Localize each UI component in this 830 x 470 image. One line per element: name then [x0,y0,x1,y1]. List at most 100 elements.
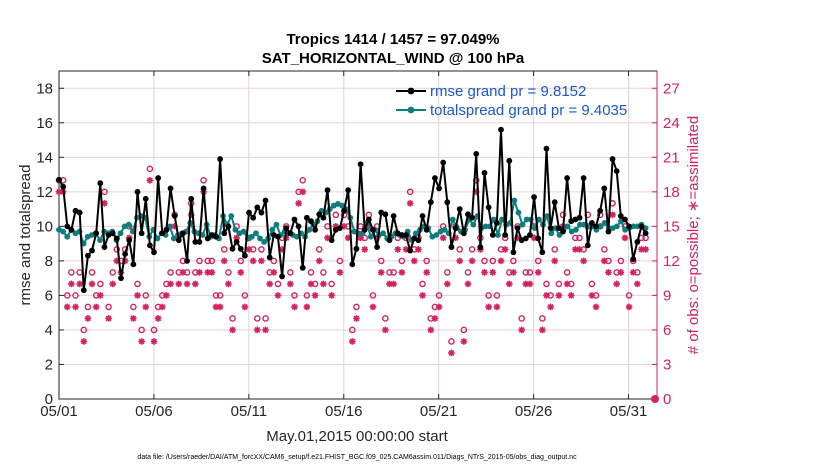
y-right-tick-label: 15 [663,218,680,235]
obs-assimilated-marker [588,292,596,299]
obs-assimilated-stroke [312,292,319,299]
obs-possible-marker [253,315,261,322]
obs-assimilated-stroke [225,280,232,287]
series-rmse-point [283,225,290,231]
series-rmse-point [93,230,100,237]
y-right-tick-label: 27 [663,80,680,97]
series-rmse-point [237,245,244,252]
series-totalspread-point [449,216,456,223]
obs-assimilated-marker [382,326,389,334]
series-rmse-point [613,168,620,175]
obs-assimilated-marker [158,303,166,311]
obs-assimilated-marker [547,303,554,311]
obs-assimilated-stroke [324,234,331,241]
series-totalspread-point [412,230,419,237]
series-totalspread-point [339,202,345,209]
obs-assimilated-marker [295,200,302,207]
obs-possible-marker [543,280,550,288]
series-rmse-point [159,230,166,237]
obs-assimilated-marker [237,269,245,276]
obs-assimilated-stroke [617,269,624,276]
obs-assimilated-stroke [518,327,525,333]
series-totalspread-point [441,226,448,233]
obs-assimilated-stroke [275,292,281,299]
obs-assimilated-marker [353,315,360,322]
obs-assimilated-stroke [349,338,356,345]
obs-assimilated-stroke [535,269,542,276]
series-rmse-point [80,287,87,294]
obs-assimilated-stroke [403,246,409,253]
series-rmse-point [374,244,380,250]
obs-assimilated-stroke [510,269,517,276]
obs-assimilated-stroke [179,269,186,276]
obs-assimilated-marker [225,280,232,288]
series-rmse-point [175,237,182,244]
series-rmse-point [436,185,442,192]
series-rmse-point [241,252,248,259]
obs-assimilated-marker [175,280,183,288]
obs-possible-marker [262,315,269,322]
series-totalspread-point [97,237,103,244]
obs-assimilated-stroke [266,280,273,287]
obs-assimilated-stroke [436,303,442,310]
obs-assimilated-stroke [258,257,265,264]
obs-assimilated-marker [179,269,187,276]
obs-possible-marker [522,269,530,276]
obs-assimilated-marker [634,280,641,288]
obs-assimilated-marker [324,234,331,242]
y-axis-ticks: 0 2 4 6 8 10 12 14 16 18 [36,80,64,408]
obs-assimilated-stroke [146,177,153,184]
series-rmse-point [365,216,372,223]
obs-possible-marker [212,292,220,299]
obs-assimilated-stroke [411,257,418,264]
obs-possible-marker [419,280,426,288]
obs-assimilated-marker [249,257,257,265]
y-right-tick-label: 24 [663,115,680,132]
obs-assimilated-stroke [440,234,447,241]
obs-assimilated-marker [138,338,145,345]
series-rmse-point [89,247,95,254]
obs-assimilated-stroke [159,303,166,310]
obs-possible-marker [225,269,232,276]
obs-assimilated-marker [92,303,100,311]
obs-assimilated-marker [258,257,265,265]
series-rmse-point [522,235,529,242]
series-rmse-point [130,261,137,268]
series-totalspread-point [536,216,542,223]
obs-assimilated-marker [580,257,587,265]
x-tick-label: 05/16 [325,403,363,420]
obs-possible-marker [406,188,414,196]
series-totalspread-point [240,228,247,235]
series-rmse-point [460,230,467,237]
obs-assimilated-marker [270,269,278,276]
obs-possible-marker [307,269,315,276]
series-rmse-point [303,214,310,221]
legend-rmse-marker [407,87,415,95]
obs-assimilated-stroke [72,303,79,310]
obs-assimilated-stroke [142,303,149,310]
obs-assimilated-stroke [151,338,157,345]
obs-assimilated-marker [567,292,575,299]
obs-assimilated-stroke [460,338,467,345]
obs-assimilated-marker [220,257,228,265]
series-rmse-point [337,225,343,231]
series-rmse-point [601,185,608,192]
series-totalspread-point [470,221,477,228]
obs-assimilated-stroke [262,327,269,333]
obs-assimilated-marker [241,303,249,311]
series-rmse-point [180,230,186,237]
obs-assimilated-marker [534,269,542,276]
obs-possible-marker [97,280,104,288]
obs-possible-marker [555,280,563,288]
series-totalspread-point [380,230,386,237]
obs-assimilated-marker [431,315,439,322]
series-rmse-point [109,230,116,237]
obs-assimilated-stroke [299,188,306,195]
series-totalspread-point [613,223,620,230]
obs-assimilated-stroke [419,292,426,299]
series-rmse-point [357,161,364,168]
obs-possible-marker [551,246,559,253]
obs-assimilated-stroke [353,315,360,322]
series-rmse-point [535,235,542,242]
y-right-tick-label: 0 [663,391,671,408]
